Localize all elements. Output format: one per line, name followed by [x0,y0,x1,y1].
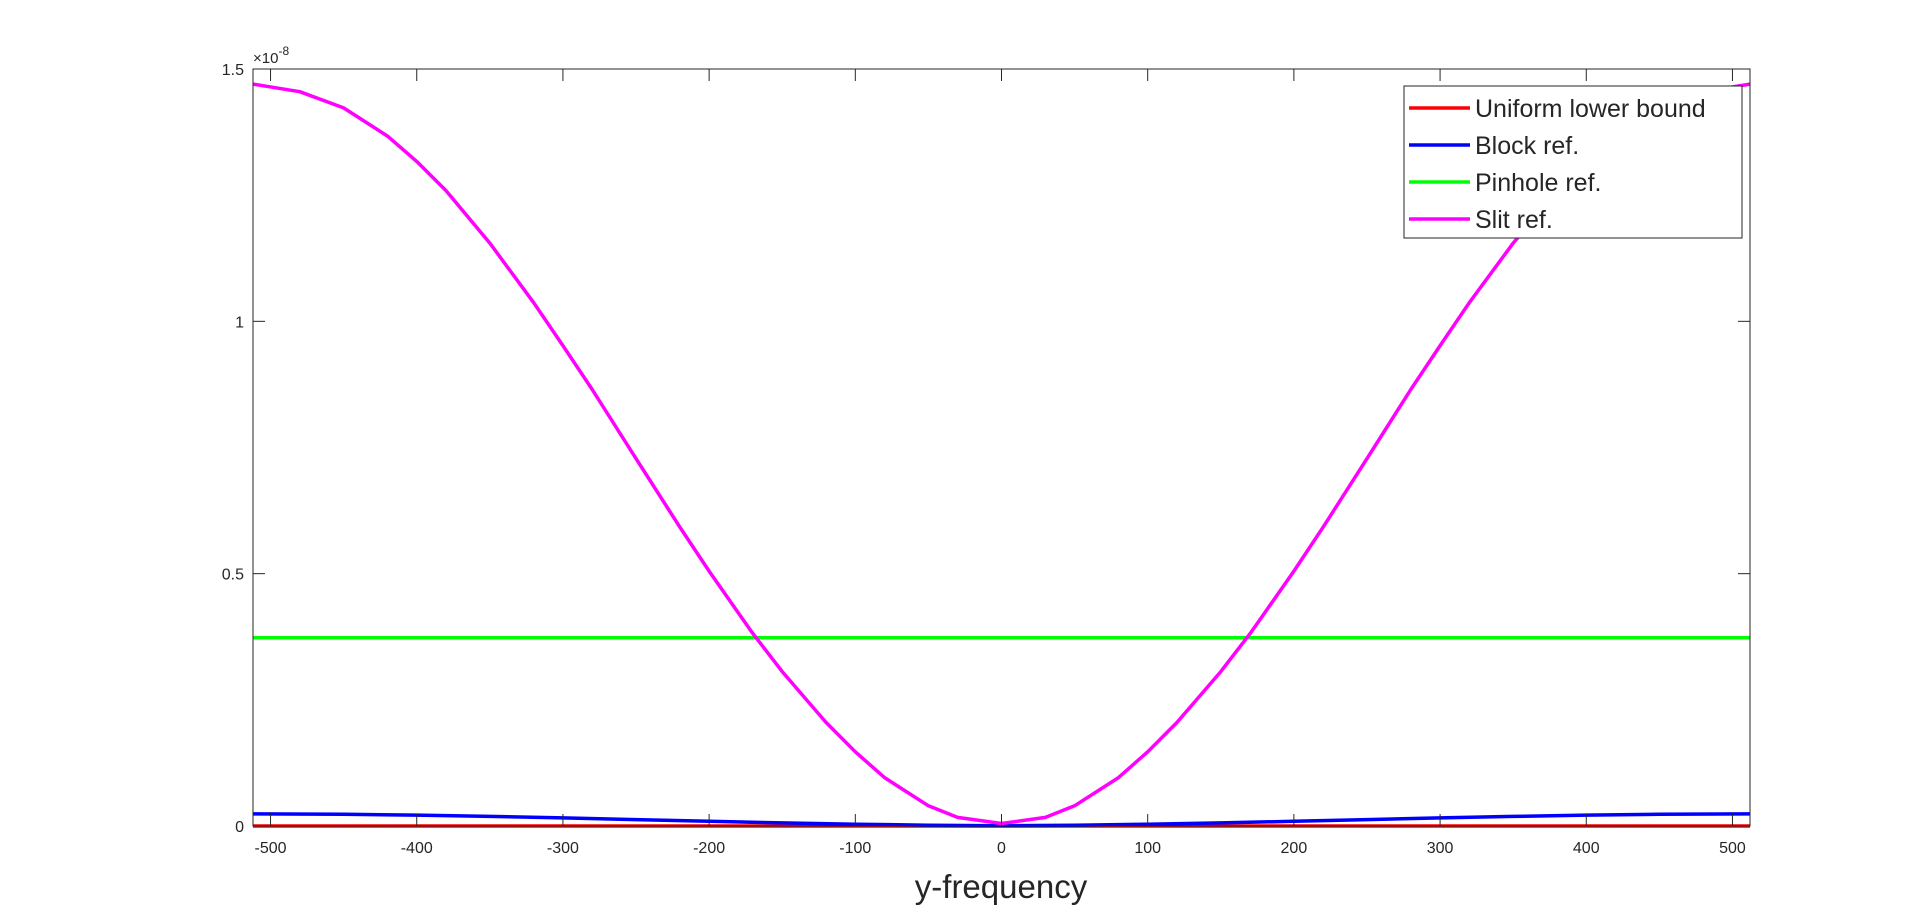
x-tick-label: -500 [255,840,287,857]
x-tick-label: 0 [997,840,1006,857]
y-tick-label: 1 [235,314,244,331]
y-axis: 0 0.5 1 1.5 [222,62,1750,836]
x-tick-label: 400 [1573,840,1600,857]
y-tick-label: 0 [235,819,244,836]
legend: Uniform lower bound Block ref. Pinhole ref… [1403,85,1743,239]
x-tick-label: 200 [1281,840,1308,857]
y-axis-exponent-base: ×10 [253,50,278,67]
x-tick-label: 300 [1427,840,1454,857]
x-tick-label: -100 [839,840,871,857]
y-tick-label: 0.5 [222,567,244,584]
y-axis-exponent-power: -8 [278,44,289,58]
x-tick-label: -400 [401,840,433,857]
legend-label: Slit ref. [1475,206,1553,234]
legend-label: Block ref. [1475,132,1579,160]
x-tick-label: -300 [547,840,579,857]
x-axis: -500 -400 -300 -200 -100 0 100 200 300 400 500 [255,69,1746,857]
x-tick-label: 500 [1719,840,1746,857]
legend-box [1403,85,1743,239]
y-axis-exponent: ×10-8 [253,44,289,67]
legend-label: Uniform lower bound [1475,95,1706,123]
legend-label: Pinhole ref. [1475,169,1601,197]
x-tick-label: -200 [693,840,725,857]
x-tick-label: 100 [1134,840,1161,857]
x-axis-label: y-frequency [915,868,1088,905]
y-tick-label: 1.5 [222,62,244,79]
